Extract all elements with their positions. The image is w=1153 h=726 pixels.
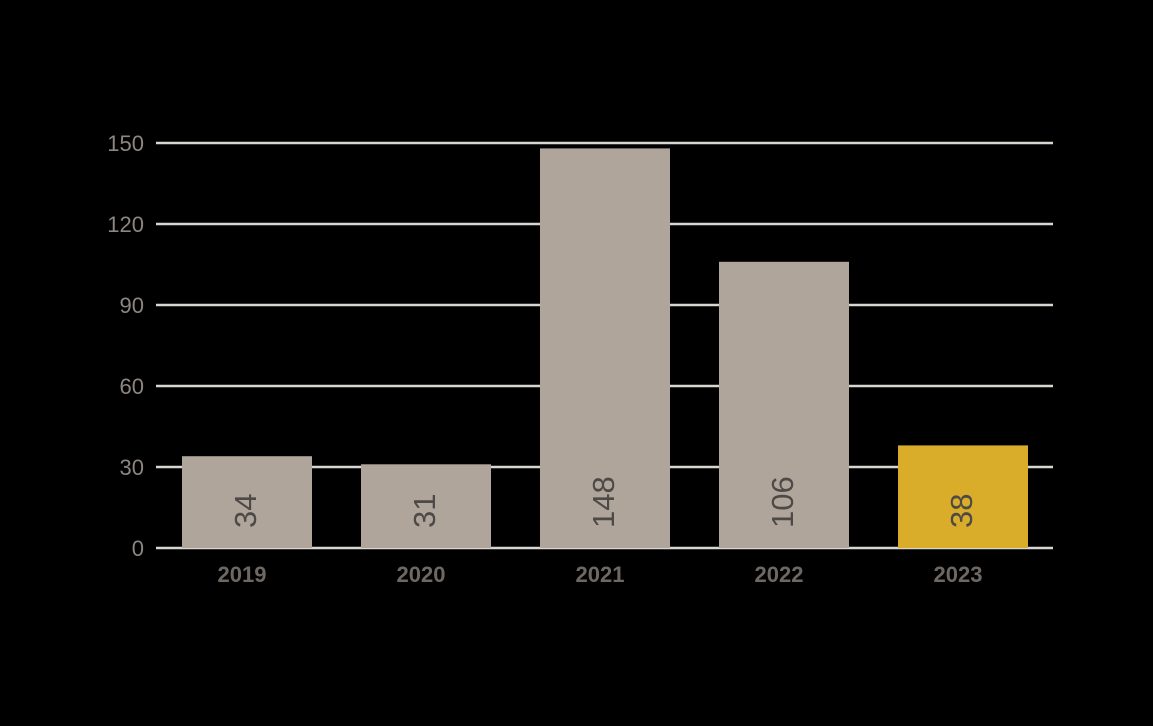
x-axis-ticks: 2019 2020 2021 2022 2023 xyxy=(218,562,983,587)
y-tick-label: 90 xyxy=(120,293,144,318)
bar-2022 xyxy=(719,261,849,548)
bar-value-label: 38 xyxy=(944,494,979,528)
y-tick-label: 30 xyxy=(120,455,144,480)
x-tick-label: 2019 xyxy=(218,562,267,587)
bar-2019 xyxy=(182,456,312,548)
bar-2023 xyxy=(898,445,1028,548)
x-tick-label: 2020 xyxy=(397,562,446,587)
y-tick-label: 60 xyxy=(120,374,144,399)
y-tick-label: 120 xyxy=(107,212,144,237)
bar-value-label: 148 xyxy=(586,476,621,528)
x-tick-label: 2023 xyxy=(934,562,983,587)
bar-value-labels: 34 31 148 106 38 xyxy=(228,476,979,528)
bar-value-label: 34 xyxy=(228,494,263,528)
y-tick-label: 150 xyxy=(107,131,144,156)
bar-2021 xyxy=(540,148,670,548)
x-tick-label: 2022 xyxy=(755,562,804,587)
bar-2020 xyxy=(361,464,491,548)
y-tick-label: 0 xyxy=(132,536,144,561)
bar-value-label: 106 xyxy=(765,476,800,528)
bar-value-label: 31 xyxy=(407,494,442,528)
y-axis-ticks: 0 30 60 90 120 150 xyxy=(107,131,144,561)
x-tick-label: 2021 xyxy=(576,562,625,587)
bars xyxy=(182,148,1028,548)
